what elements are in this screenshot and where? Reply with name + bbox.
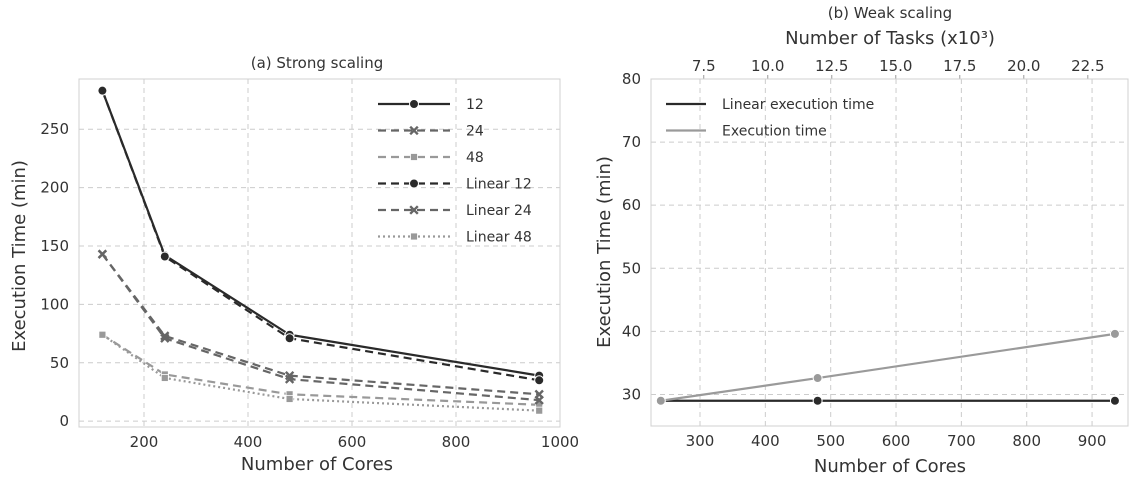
top-axis-label-b: Number of Tasks (x10³) [785, 28, 995, 49]
plot-frame-a [78, 78, 561, 428]
x-tick-label: 200 [130, 433, 159, 451]
legend-label: Linear 48 [466, 230, 532, 246]
series-line [101, 253, 540, 402]
data-point [284, 374, 295, 384]
series-line [101, 90, 540, 382]
y-tick-label: 0 [59, 412, 69, 430]
y-tick-label: 70 [622, 133, 641, 151]
data-point [285, 395, 294, 403]
x-tick-label: 800 [1012, 432, 1041, 450]
legend-marker [409, 205, 419, 215]
data-point [812, 373, 823, 384]
data-point [159, 251, 170, 262]
top-tick-label: 22.5 [1071, 57, 1104, 75]
data-point [655, 395, 666, 406]
y-tick-label: 250 [40, 120, 69, 138]
y-tick-label: 80 [622, 70, 641, 88]
x-tick-label: 500 [816, 432, 845, 450]
y-tick-label: 60 [622, 196, 641, 214]
x-tick-label: 800 [442, 433, 471, 451]
chart-title-a: (a) Strong scaling [251, 54, 384, 72]
x-axis-label-b: Number of Cores [814, 456, 966, 477]
series-group-a [97, 85, 545, 415]
y-axis-label-b: Execution Time (min) [594, 156, 615, 348]
top-tick-label: 20.0 [1007, 57, 1040, 75]
legend-label: Execution time [722, 124, 827, 140]
x-axis-label-a: Number of Cores [241, 454, 393, 475]
y-tick-label: 50 [622, 259, 641, 277]
legend-marker [409, 125, 419, 136]
y-tick-label: 40 [622, 322, 641, 340]
series-line [660, 332, 1116, 402]
legend-a: 12 24 48 Linear 12 Linear 24 Linear 48 [378, 97, 532, 246]
tick-labels-a: 200 400 600 800 1000 0 50 100 150 200 250 [40, 120, 579, 451]
x-tick-label: 700 [947, 432, 976, 450]
top-tick-label: 15.0 [879, 57, 912, 75]
data-point [1109, 395, 1120, 406]
legend-b: Linear execution time Execution time [666, 97, 874, 140]
top-tick-label: 10.0 [751, 57, 784, 75]
x-tick-label: 900 [1078, 432, 1107, 450]
x-tick-label: 400 [751, 432, 780, 450]
series-line [101, 333, 540, 406]
series-line [101, 90, 540, 377]
data-point [812, 395, 823, 406]
strong-scaling-panel: (a) Strong scaling Number of Cores Execu… [9, 54, 579, 475]
legend-marker [410, 232, 418, 241]
data-point [534, 375, 545, 386]
x-tick-label: 400 [234, 433, 263, 451]
top-tick-label: 7.5 [692, 57, 716, 75]
top-tick-labels-b: 7.5 10.0 12.5 15.0 17.5 20.0 22.5 [692, 57, 1105, 79]
x-tick-label: 600 [338, 433, 367, 451]
data-point [160, 333, 170, 343]
y-tick-label: 100 [40, 295, 69, 313]
legend-label: Linear 24 [466, 203, 532, 219]
y-tick-label: 200 [40, 179, 69, 197]
data-point [534, 395, 544, 405]
legend-marker [409, 178, 419, 189]
y-tick-label: 50 [50, 354, 69, 372]
data-point [1109, 328, 1120, 339]
data-point [284, 333, 295, 344]
tick-labels-b: 300 400 500 600 700 800 900 30 40 50 60 70 80 [622, 70, 1106, 450]
y-tick-label: 150 [40, 237, 69, 255]
data-point [97, 249, 108, 259]
top-tick-label: 17.5 [943, 57, 976, 75]
data-point [97, 85, 108, 96]
legend-marker [409, 99, 419, 109]
legend-label: 12 [466, 97, 484, 113]
top-tick-label: 12.5 [815, 57, 848, 75]
series-line [101, 253, 540, 396]
legend-label: 24 [466, 124, 484, 140]
x-tick-label: 1000 [541, 433, 579, 451]
y-axis-label-a: Execution Time (min) [9, 160, 30, 352]
legend-label: Linear execution time [722, 97, 874, 113]
data-point [160, 374, 169, 382]
data-point [535, 406, 544, 415]
y-tick-label: 30 [622, 385, 641, 403]
legend-label: 48 [466, 150, 484, 166]
legend-label: Linear 12 [466, 177, 532, 193]
series-group-b [655, 328, 1120, 406]
x-tick-label: 600 [882, 432, 911, 450]
chart-title-b: (b) Weak scaling [828, 4, 952, 22]
x-tick-label: 300 [686, 432, 715, 450]
gridlines-a [79, 79, 561, 427]
data-point [98, 330, 107, 339]
legend-marker [410, 153, 418, 161]
weak-scaling-panel: (b) Weak scaling Number of Tasks (x10³) … [594, 4, 1129, 477]
plot-frame-b [650, 78, 1129, 427]
